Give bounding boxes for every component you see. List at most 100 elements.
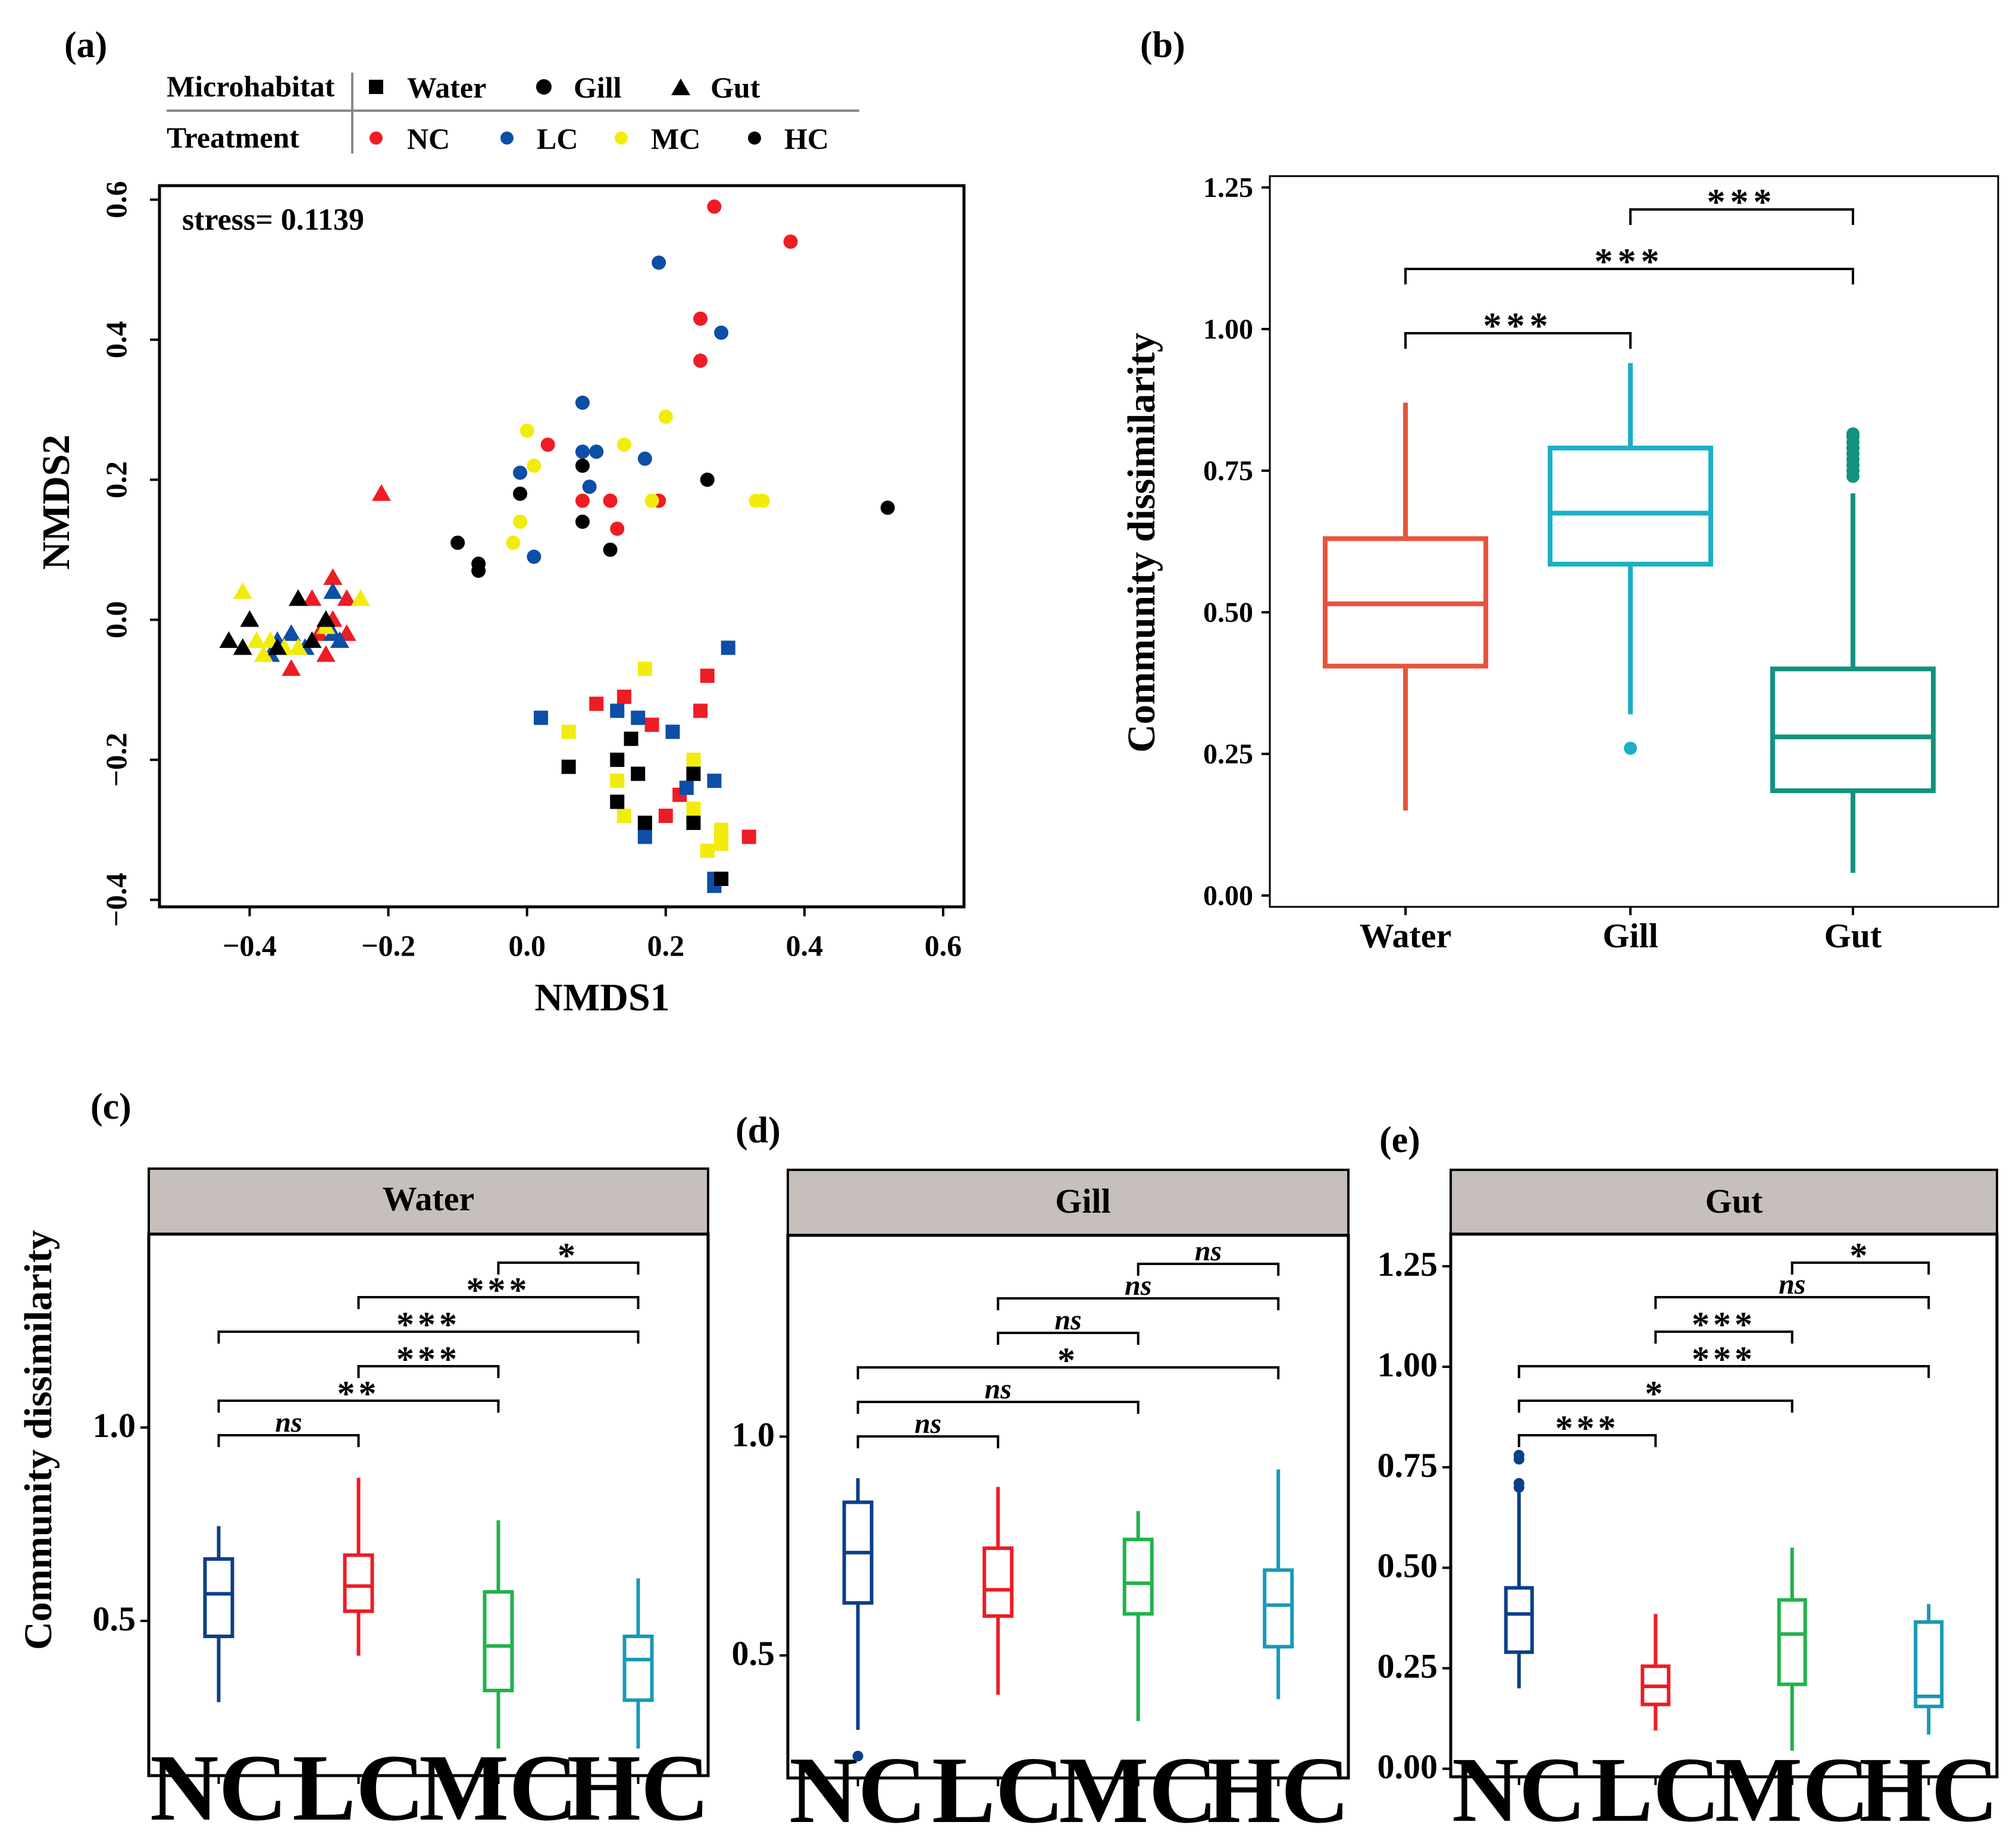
significance-label: *** [1483,306,1553,346]
significance-bracket [497,1261,640,1275]
box-outlier [1513,1477,1524,1489]
box-iqr [203,1557,234,1638]
legend-triangle-icon [671,79,690,95]
significance-bracket [1137,1263,1280,1276]
scatter-point [519,423,534,438]
scatter-point [281,659,301,676]
scatter-point [589,444,604,459]
y-tick-label: 1.00 [1378,1345,1438,1384]
scatter-point [610,794,625,809]
x-category-label: LC [1591,1738,1720,1841]
x-tick-label: 0.6 [925,929,962,962]
scatter-point [686,752,701,767]
x-tick-label: −0.4 [223,929,277,962]
scatter-point [540,437,555,452]
x-tick-label: −0.2 [361,929,415,962]
scatter-point [714,871,729,886]
scatter-point [268,638,287,655]
y-tick-label: 0.2 [99,461,133,499]
box-iqr [982,1546,1014,1618]
x-tick-label: 0.0 [508,929,546,962]
panel-b: (b) 0.00 0.25 0.50 0.75 1.00 1.25 Water Gill Gut… [1120,25,1999,955]
panel-d-facet-label: Gill [1055,1182,1110,1220]
y-tick-label: −0.4 [99,873,133,927]
scatter-point [721,640,735,655]
significance-label: ns [1195,1235,1222,1267]
scatter-point [610,703,625,718]
scatter-point [575,395,590,410]
scatter-point [527,549,541,564]
y-tick-label: 0.00 [1203,880,1253,912]
panel-e-label: (e) [1379,1120,1420,1160]
scatter-point [330,631,350,648]
scatter-point [610,752,625,767]
scatter-point [714,822,729,837]
panel-d-plot-frame [786,1234,1350,1780]
significance-label: ns [275,1407,302,1438]
significance-bracket [997,1332,1140,1345]
legend-shape-gill: Gill [574,71,622,104]
x-category-label: HC [567,1735,710,1840]
x-category-label: NC [150,1735,287,1840]
significance-label: * [1057,1341,1079,1380]
legend-treatment-mc: MC [651,122,700,155]
significance-label: *** [1692,1339,1756,1379]
scatter-point [658,809,673,824]
significance-bracket [1404,268,1854,284]
scatter-point [616,437,631,452]
scatter-point [323,582,343,599]
y-tick-label: 0.4 [99,321,133,359]
y-tick-label: −0.2 [99,732,133,787]
scatter-point [471,564,486,578]
scatter-point [603,493,618,508]
panel-a-label: (a) [64,25,107,65]
scatter-point [665,724,680,739]
scatter-point [707,774,722,788]
box-outlier [1846,427,1860,441]
scatter-point [575,444,590,459]
panel-d-facet-strip [787,1169,1350,1236]
box-iqr [343,1553,374,1613]
scatter-point [534,710,549,725]
scatter-point [575,514,590,529]
scatter-point [644,493,659,508]
legend-nc-dot-icon [370,132,383,145]
panel-a: (a) Microhabitat Treatment Water Gill Gu… [35,25,966,1019]
scatter-point [693,311,708,326]
significance-bracket [1790,1261,1930,1275]
panel-c-facet-label: Water [383,1179,475,1218]
panel-a-y-axis-label: NMDS2 [35,434,78,569]
scatter-point [707,199,722,214]
significance-label: * [1850,1236,1871,1275]
y-tick-label: 1.25 [1378,1245,1438,1283]
scatter-point [323,568,343,585]
scatter-point [371,484,391,501]
scatter-point [714,837,729,852]
scatter-point [616,809,631,824]
scatter-point [679,780,694,795]
scatter-point [575,493,590,508]
legend-mc-dot-icon [615,132,628,145]
scatter-point [603,542,618,557]
y-tick-label: 0.00 [1378,1747,1438,1786]
significance-bracket [217,1400,500,1413]
scatter-point [686,766,701,781]
scatter-point [240,610,259,627]
box-iqr [483,1590,514,1692]
x-category-label: NC [1452,1738,1586,1841]
significance-label: * [558,1236,579,1275]
y-tick-label: 0.6 [99,181,133,218]
box-iqr [1914,1620,1944,1708]
significance-bracket [1654,1331,1793,1344]
legend-shape-water: Water [407,71,486,104]
significance-label: *** [1555,1408,1620,1448]
scatter-point [450,536,465,550]
scatter-point [700,843,715,858]
y-tick-label: 1.0 [732,1415,775,1454]
scatter-point [693,703,708,718]
scatter-point [289,589,308,606]
